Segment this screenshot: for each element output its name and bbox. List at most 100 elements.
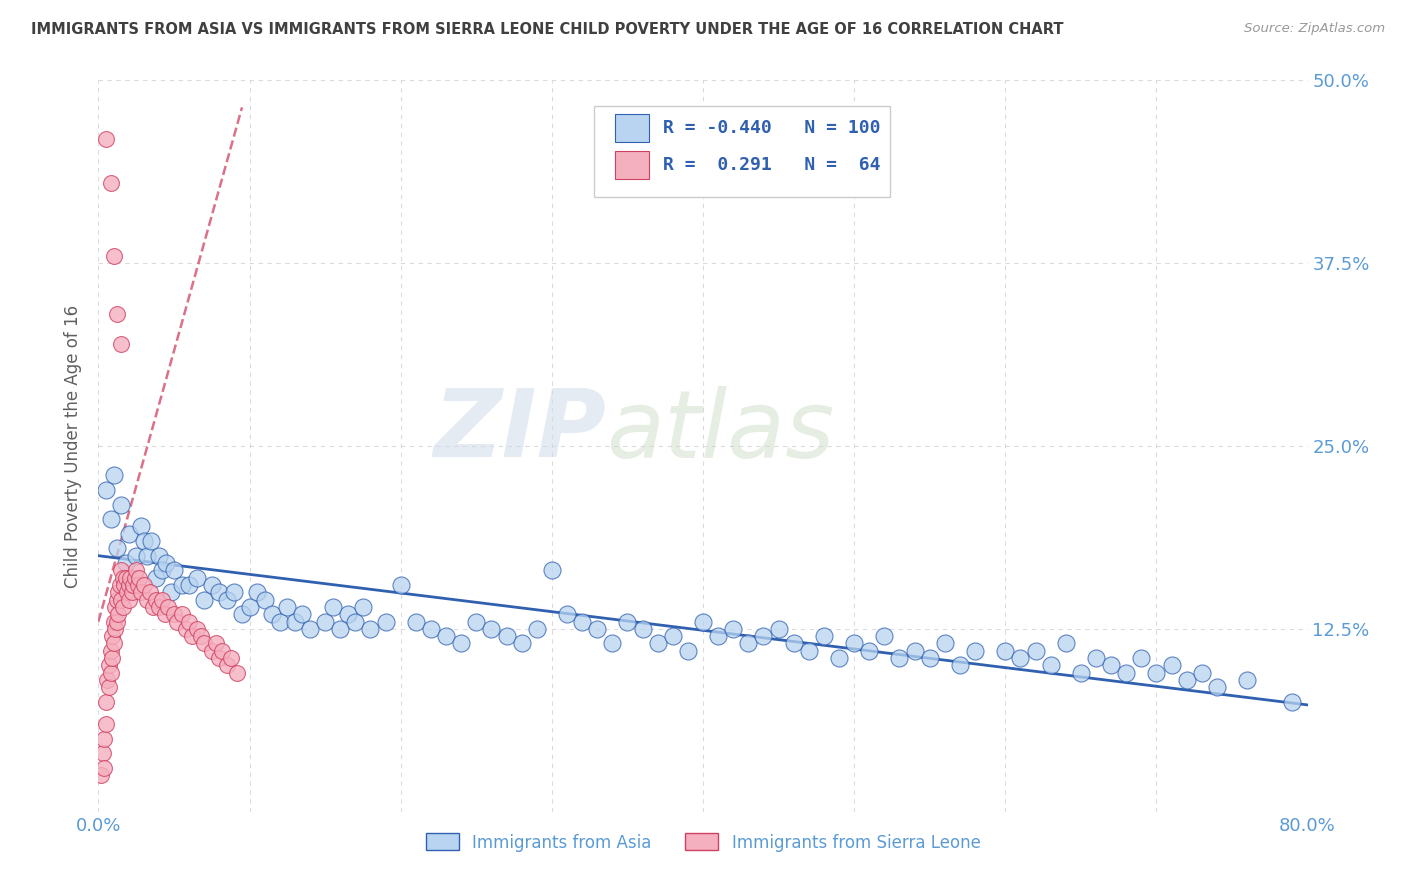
Point	[1160, 658, 1182, 673]
Point	[616, 615, 638, 629]
Point	[110, 336, 132, 351]
Text: R = -0.440   N = 100: R = -0.440 N = 100	[664, 119, 880, 136]
Point	[118, 526, 141, 541]
Point	[186, 622, 208, 636]
Point	[352, 599, 374, 614]
Point	[111, 571, 134, 585]
Y-axis label: Child Poverty Under the Age of 16: Child Poverty Under the Age of 16	[65, 304, 83, 588]
Point	[148, 599, 170, 614]
Point	[692, 615, 714, 629]
Point	[101, 629, 124, 643]
Point	[135, 592, 157, 607]
Point	[965, 644, 987, 658]
Point	[90, 768, 112, 782]
Point	[100, 176, 122, 190]
Text: IMMIGRANTS FROM ASIA VS IMMIGRANTS FROM SIERRA LEONE CHILD POVERTY UNDER THE AGE: IMMIGRANTS FROM ASIA VS IMMIGRANTS FROM …	[31, 22, 1063, 37]
Point	[239, 599, 262, 614]
Text: atlas: atlas	[606, 386, 835, 477]
Point	[208, 585, 231, 599]
Point	[707, 629, 730, 643]
Point	[98, 658, 121, 673]
Point	[105, 541, 128, 556]
Point	[115, 585, 138, 599]
Point	[103, 615, 125, 629]
Point	[211, 644, 233, 658]
Point	[112, 578, 135, 592]
Point	[1099, 658, 1122, 673]
Point	[156, 599, 179, 614]
Point	[153, 607, 176, 622]
Point	[1085, 651, 1108, 665]
Point	[166, 615, 188, 629]
Point	[797, 644, 820, 658]
Point	[215, 658, 238, 673]
Point	[142, 599, 165, 614]
Point	[723, 622, 745, 636]
Point	[155, 556, 177, 570]
Point	[181, 629, 204, 643]
Point	[93, 761, 115, 775]
Point	[1054, 636, 1077, 650]
Point	[110, 592, 132, 607]
Point	[163, 563, 186, 577]
Point	[179, 615, 201, 629]
Point	[253, 592, 276, 607]
Point	[1024, 644, 1046, 658]
Point	[170, 607, 193, 622]
Point	[139, 585, 162, 599]
Point	[420, 622, 443, 636]
Point	[783, 636, 806, 650]
Point	[100, 644, 122, 658]
Point	[111, 599, 134, 614]
Bar	[614, 151, 648, 178]
Point	[107, 607, 129, 622]
Point	[100, 512, 122, 526]
Point	[107, 585, 129, 599]
Point	[91, 746, 114, 760]
Point	[145, 592, 167, 607]
FancyBboxPatch shape	[595, 106, 890, 197]
Point	[1010, 651, 1032, 665]
Point	[269, 615, 291, 629]
Point	[105, 592, 128, 607]
Point	[360, 622, 382, 636]
Text: ZIP: ZIP	[433, 385, 606, 477]
Text: Source: ZipAtlas.com: Source: ZipAtlas.com	[1244, 22, 1385, 36]
Point	[1281, 695, 1303, 709]
Point	[1115, 665, 1137, 680]
Point	[221, 651, 243, 665]
Point	[262, 607, 284, 622]
Point	[246, 585, 269, 599]
Point	[1206, 681, 1229, 695]
Point	[405, 615, 427, 629]
Point	[284, 615, 307, 629]
Point	[208, 651, 231, 665]
Point	[1039, 658, 1062, 673]
Point	[160, 585, 183, 599]
Point	[374, 615, 396, 629]
Point	[125, 563, 148, 577]
Point	[752, 629, 775, 643]
Point	[121, 585, 143, 599]
Point	[889, 651, 911, 665]
Point	[226, 665, 249, 680]
Point	[94, 132, 117, 146]
Point	[118, 592, 141, 607]
Bar	[614, 113, 648, 142]
Point	[813, 629, 835, 643]
Text: R =  0.291   N =  64: R = 0.291 N = 64	[664, 155, 880, 174]
Point	[105, 615, 128, 629]
Point	[104, 622, 127, 636]
Point	[1130, 651, 1153, 665]
Point	[118, 578, 141, 592]
Point	[510, 636, 533, 650]
Point	[276, 599, 298, 614]
Point	[93, 731, 115, 746]
Point	[314, 615, 336, 629]
Point	[322, 599, 344, 614]
Point	[540, 563, 562, 577]
Point	[631, 622, 654, 636]
Point	[828, 651, 851, 665]
Point	[129, 519, 152, 533]
Point	[1070, 665, 1092, 680]
